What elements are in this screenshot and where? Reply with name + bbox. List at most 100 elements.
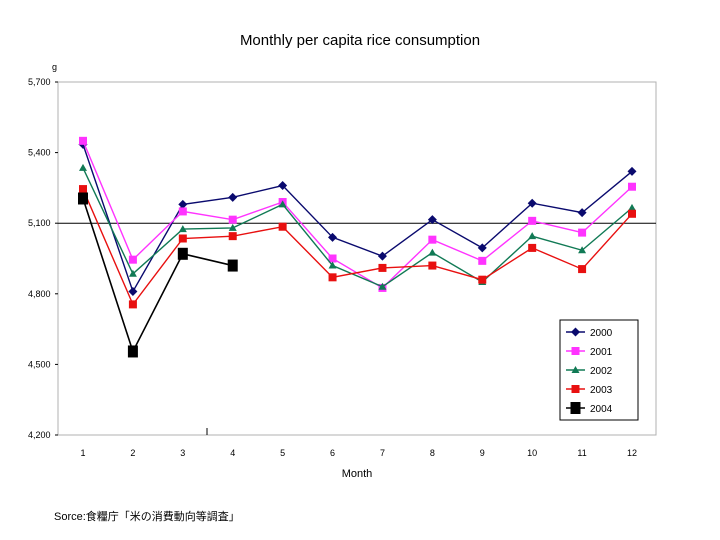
series-group	[78, 136, 637, 358]
data-point-2003	[378, 263, 387, 272]
data-point-2002	[578, 246, 587, 254]
legend-label: 2004	[590, 404, 613, 415]
data-point-2001	[328, 254, 337, 263]
data-point-2003	[278, 222, 287, 231]
legend-marker	[571, 385, 580, 393]
data-point-2001	[79, 136, 87, 145]
x-tick-label: 4	[230, 448, 235, 458]
data-point-2003	[428, 261, 437, 270]
data-point-2001	[128, 255, 137, 264]
data-point-2003	[228, 232, 237, 241]
data-point-2002	[628, 203, 636, 211]
data-point-2001	[178, 207, 187, 216]
data-point-2000	[627, 166, 637, 176]
data-point-2001	[628, 182, 636, 191]
data-point-2000	[527, 198, 537, 208]
data-point-2002	[528, 232, 537, 240]
data-point-2003	[478, 275, 487, 284]
series-2003	[79, 185, 636, 309]
y-tick-label: 4,200	[28, 430, 51, 440]
data-point-2000	[377, 251, 387, 261]
series-line-2003	[82, 188, 633, 306]
x-tick-label: 5	[280, 448, 285, 458]
x-tick-label: 3	[180, 448, 185, 458]
data-point-2001	[478, 256, 487, 265]
legend-marker	[571, 347, 580, 355]
legend: 2000 2001 2002 2003 2004	[559, 319, 639, 421]
x-tick-label: 1	[80, 448, 85, 458]
data-point-2002	[378, 282, 387, 290]
data-point-2002	[428, 248, 437, 256]
data-point-2001	[228, 215, 237, 224]
x-tick-label: 9	[480, 448, 485, 458]
x-tick-label: 11	[577, 448, 586, 458]
legend-item-2003: 2003	[566, 385, 613, 396]
data-point-2000	[427, 215, 437, 225]
data-point-2002	[328, 261, 337, 269]
x-axis: 1 2 3 4 5 6 7 8 9 10 11 12	[80, 428, 637, 458]
y-tick-label: 5,400	[28, 148, 51, 158]
x-tick-label: 8	[430, 448, 435, 458]
data-point-2000	[328, 232, 338, 242]
series-line-2001	[82, 140, 633, 289]
data-point-2004	[78, 192, 88, 205]
data-point-2000	[577, 208, 587, 218]
legend-label: 2000	[590, 328, 613, 339]
data-point-2000	[278, 181, 288, 191]
legend-item-2000: 2000	[566, 327, 613, 339]
x-tick-label: 12	[627, 448, 637, 458]
data-point-2002	[128, 269, 137, 277]
x-tick-label: 2	[130, 448, 135, 458]
series-2001	[79, 136, 636, 292]
x-tick-label: 6	[330, 448, 335, 458]
data-point-2003	[128, 300, 137, 309]
data-point-2003	[328, 273, 337, 282]
data-point-2000	[178, 199, 188, 209]
x-axis-label: Month	[342, 468, 373, 480]
series-2002	[79, 163, 636, 290]
data-point-2003	[578, 265, 587, 274]
y-tick-label: 5,700	[28, 77, 51, 87]
legend-label: 2002	[590, 366, 613, 377]
x-tick-label: 10	[527, 448, 537, 458]
x-tick-label: 7	[380, 448, 385, 458]
data-point-2002	[178, 225, 187, 233]
data-point-2004	[177, 247, 188, 260]
y-axis-unit: g	[52, 62, 57, 72]
legend-item-2002: 2002	[566, 366, 613, 377]
series-2004	[78, 192, 238, 358]
data-point-2003	[528, 243, 537, 252]
chart-title: Monthly per capita rice consumption	[240, 32, 480, 49]
data-point-2002	[278, 200, 287, 208]
legend-item-2004: 2004	[566, 402, 613, 415]
y-axis: 4,200 4,500 4,800 5,100 5,400 5,700	[28, 77, 58, 440]
series-line-2004	[82, 198, 233, 354]
y-tick-label: 5,100	[28, 218, 51, 228]
data-point-2003	[628, 209, 636, 218]
data-point-2000	[128, 286, 138, 296]
plot-area	[57, 81, 657, 436]
data-point-2002	[228, 223, 237, 231]
data-point-2004	[127, 345, 138, 358]
series-line-2000	[82, 144, 633, 294]
legend-marker	[570, 402, 581, 414]
series-line-2002	[82, 167, 633, 288]
y-tick-label: 4,500	[28, 359, 51, 369]
legend-label: 2001	[590, 347, 613, 358]
y-tick-label: 4,800	[28, 289, 51, 299]
data-point-2001	[528, 216, 537, 225]
legend-item-2001: 2001	[566, 347, 613, 358]
data-point-2000	[477, 243, 487, 253]
data-point-2003	[178, 234, 187, 243]
data-point-2000	[228, 192, 238, 202]
data-point-2002	[79, 163, 87, 171]
data-point-2004	[227, 259, 238, 272]
source-note: Sorce:食糧庁「米の消費動向等調査」	[54, 511, 240, 523]
legend-marker	[571, 327, 580, 337]
legend-marker	[571, 366, 580, 373]
data-point-2001	[428, 235, 437, 244]
data-point-2003	[79, 185, 87, 194]
data-point-2001	[578, 228, 587, 237]
legend-label: 2003	[590, 385, 613, 396]
